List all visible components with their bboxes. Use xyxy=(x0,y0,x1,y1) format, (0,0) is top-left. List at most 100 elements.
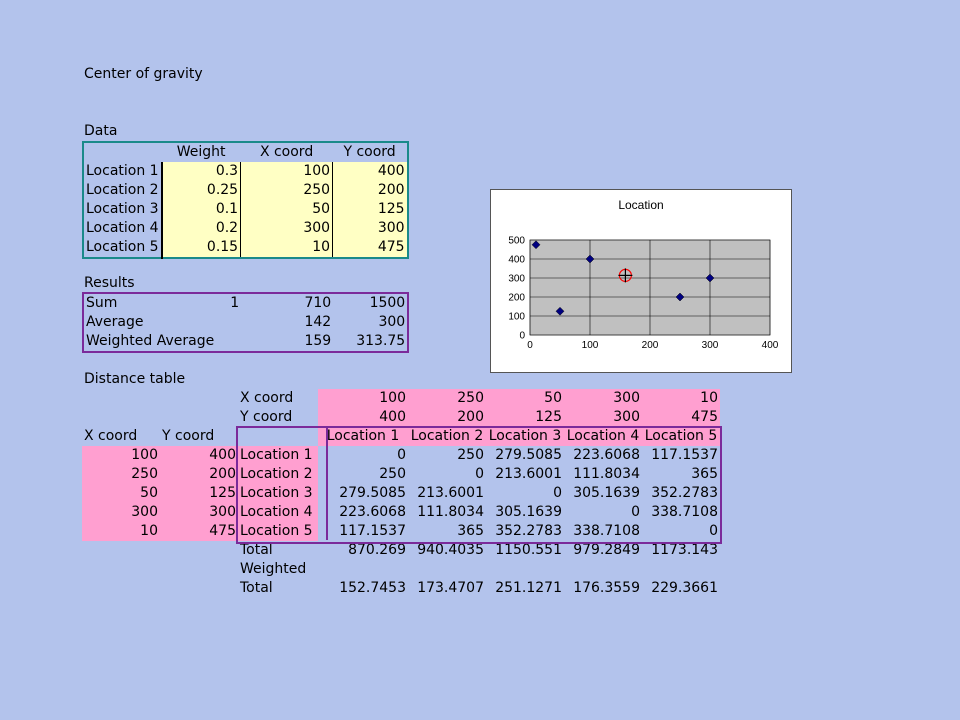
row-y-coord[interactable]: 125 xyxy=(160,484,238,503)
row-location-name: Location 4 xyxy=(238,503,318,522)
header-x-coord: X coord xyxy=(259,144,314,160)
distance-cell[interactable]: 223.6068 xyxy=(339,504,406,520)
distance-cell[interactable]: 0 xyxy=(475,466,484,482)
location-col-header: Location 1 xyxy=(318,427,408,446)
results-x[interactable]: 710 xyxy=(304,295,332,311)
total-cell[interactable]: 1150.551 xyxy=(495,542,562,558)
results-y[interactable]: 300 xyxy=(378,314,406,330)
results-y[interactable]: 1500 xyxy=(369,295,406,311)
row-x-coord[interactable]: 10 xyxy=(82,522,160,541)
distance-cell[interactable]: 365 xyxy=(691,466,718,482)
col-x-coord[interactable]: 100 xyxy=(318,389,408,408)
results-x[interactable]: 142 xyxy=(304,314,332,330)
distance-cell[interactable]: 250 xyxy=(379,466,406,482)
data-point xyxy=(705,273,715,283)
y-coord-cell[interactable]: 125 xyxy=(332,200,408,219)
distance-cell[interactable]: 250 xyxy=(457,447,484,463)
weight-cell[interactable]: 0.15 xyxy=(160,238,241,258)
location-name: Location 2 xyxy=(86,182,159,198)
total-cell[interactable]: 940.4035 xyxy=(417,542,484,558)
distance-cell[interactable]: 279.5085 xyxy=(339,485,406,501)
x-coord-cell[interactable]: 250 xyxy=(240,181,333,200)
distance-header-row: X coord Y coord Location 1 Location 2 Lo… xyxy=(82,427,720,446)
distance-cell[interactable]: 111.8034 xyxy=(417,504,484,520)
row-location-name: Location 5 xyxy=(238,522,318,541)
results-weight[interactable]: 1 xyxy=(230,295,240,311)
col-x-coord[interactable]: 50 xyxy=(486,389,564,408)
weighted-total-row: Total 152.7453 173.4707 251.1271 176.355… xyxy=(82,579,720,598)
data-point xyxy=(555,306,565,316)
y-tick-label: 300 xyxy=(508,274,525,285)
weight-cell[interactable]: 0.1 xyxy=(160,200,241,219)
distance-cell[interactable]: 0 xyxy=(709,523,718,539)
col-y-coord[interactable]: 475 xyxy=(642,408,720,427)
y-coord-cell[interactable]: 200 xyxy=(332,181,408,200)
col-y-coord[interactable]: 125 xyxy=(486,408,564,427)
distance-cell[interactable]: 305.1639 xyxy=(495,504,562,520)
x-tick-label: 400 xyxy=(762,340,779,351)
col-y-coord[interactable]: 200 xyxy=(408,408,486,427)
y-coord-cell[interactable]: 475 xyxy=(332,238,408,258)
row-y-coord[interactable]: 475 xyxy=(160,522,238,541)
col-x-coord[interactable]: 250 xyxy=(408,389,486,408)
weighted-total-cell[interactable]: 251.1271 xyxy=(495,580,562,596)
data-point xyxy=(531,240,541,250)
distance-cell[interactable]: 0 xyxy=(631,504,640,520)
weighted-total-cell[interactable]: 152.7453 xyxy=(339,580,406,596)
distance-cell[interactable]: 0 xyxy=(553,485,562,501)
results-x[interactable]: 159 xyxy=(304,333,332,349)
col-x-coord[interactable]: 300 xyxy=(564,389,642,408)
results-section-label: Results xyxy=(84,275,135,291)
col-y-coord[interactable]: 400 xyxy=(318,408,408,427)
distance-cell[interactable]: 365 xyxy=(457,523,484,539)
results-weight[interactable] xyxy=(216,332,241,352)
row-y-coord[interactable]: 300 xyxy=(160,503,238,522)
distance-cell[interactable]: 111.8034 xyxy=(573,466,640,482)
x-coord-cell[interactable]: 50 xyxy=(240,200,333,219)
distance-cell[interactable]: 213.6001 xyxy=(417,485,484,501)
row-location-name: Location 2 xyxy=(238,465,318,484)
row-x-coord[interactable]: 100 xyxy=(82,446,160,465)
data-row: Location 1 0.3 100 400 xyxy=(83,162,408,181)
weight-cell[interactable]: 0.25 xyxy=(160,181,241,200)
distance-cell[interactable]: 352.2783 xyxy=(495,523,562,539)
row-x-coord[interactable]: 300 xyxy=(82,503,160,522)
weighted-total-cell[interactable]: 173.4707 xyxy=(417,580,484,596)
distance-cell[interactable]: 279.5085 xyxy=(495,447,562,463)
y-coord-cell[interactable]: 300 xyxy=(332,219,408,238)
x-coord-cell[interactable]: 10 xyxy=(240,238,333,258)
distance-cell[interactable]: 213.6001 xyxy=(495,466,562,482)
distance-cell[interactable]: 223.6068 xyxy=(573,447,640,463)
distance-cell[interactable]: 338.7108 xyxy=(651,504,718,520)
distance-cell[interactable]: 305.1639 xyxy=(573,485,640,501)
weight-cell[interactable]: 0.3 xyxy=(160,162,241,181)
location-name: Location 1 xyxy=(86,163,159,179)
distance-cell[interactable]: 117.1537 xyxy=(651,447,718,463)
distance-cell[interactable]: 0 xyxy=(397,447,406,463)
distance-cell[interactable]: 117.1537 xyxy=(339,523,406,539)
total-cell[interactable]: 979.2849 xyxy=(573,542,640,558)
weight-cell[interactable]: 0.2 xyxy=(160,219,241,238)
total-cell[interactable]: 870.269 xyxy=(348,542,406,558)
distance-cell[interactable]: 352.2783 xyxy=(651,485,718,501)
row-y-coord[interactable]: 400 xyxy=(160,446,238,465)
x-coord-cell[interactable]: 100 xyxy=(240,162,333,181)
row-x-coord[interactable]: 250 xyxy=(82,465,160,484)
location-chart[interactable]: Location 0 100 200 300 400 500 0 100 200 300 400 xyxy=(490,189,792,373)
row-x-coord[interactable]: 50 xyxy=(82,484,160,503)
col-x-coord[interactable]: 10 xyxy=(642,389,720,408)
x-coord-cell[interactable]: 300 xyxy=(240,219,333,238)
weighted-total-cell[interactable]: 176.3559 xyxy=(573,580,640,596)
row-y-coord[interactable]: 200 xyxy=(160,465,238,484)
header-weight: Weight xyxy=(176,144,226,160)
total-row: Total 870.269 940.4035 1150.551 979.2849… xyxy=(82,541,720,560)
col-y-coord[interactable]: 300 xyxy=(564,408,642,427)
y-coord-cell[interactable]: 400 xyxy=(332,162,408,181)
total-cell[interactable]: 1173.143 xyxy=(651,542,718,558)
distance-cell[interactable]: 338.7108 xyxy=(573,523,640,539)
results-weight[interactable] xyxy=(216,313,241,332)
x-tick-label: 100 xyxy=(582,340,599,351)
weighted-total-cell[interactable]: 229.3661 xyxy=(651,580,718,596)
results-y[interactable]: 313.75 xyxy=(356,333,406,349)
results-label: Sum xyxy=(86,295,118,311)
